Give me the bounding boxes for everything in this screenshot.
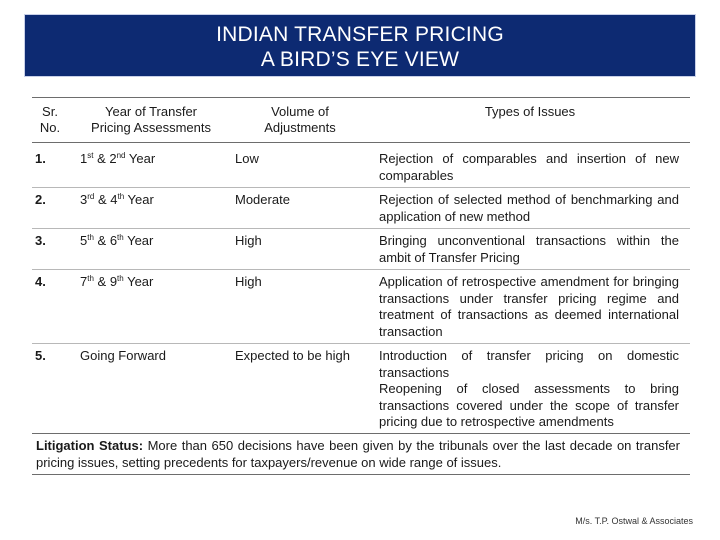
row-year: 5th & 6th Year <box>80 233 154 248</box>
row-year: 3rd & 4th Year <box>80 192 154 207</box>
row-sr-no: 2. <box>35 192 46 207</box>
row-issues: Bringing unconventional transactions wit… <box>379 233 679 265</box>
header-volume: Volume of Adjustments <box>264 104 336 135</box>
row-issues: Introduction of transfer pricing on dome… <box>379 348 679 429</box>
header-year: Year of Transfer Pricing Assessments <box>91 104 211 135</box>
note-bottom-rule <box>32 474 690 475</box>
slide-title-line-2: A BIRD’S EYE VIEW <box>260 48 460 71</box>
litigation-status-note: Litigation Status: More than 650 decisio… <box>36 438 680 471</box>
row-divider <box>32 187 690 188</box>
row-volume: High <box>235 233 262 248</box>
slide-title-line-1: INDIAN TRANSFER PRICING <box>216 23 504 46</box>
row-issues: Rejection of selected method of benchmar… <box>379 192 679 224</box>
row-sr-no: 4. <box>35 274 46 289</box>
row-sr-no: 5. <box>35 348 46 363</box>
row-volume: Moderate <box>235 192 290 207</box>
table-header-rule <box>32 142 690 143</box>
row-divider <box>32 343 690 344</box>
table-bottom-rule <box>32 433 690 434</box>
litigation-text: More than 650 decisions have been given … <box>36 438 680 470</box>
row-year: Going Forward <box>80 348 166 363</box>
row-volume: Expected to be high <box>235 348 350 363</box>
row-year: 7th & 9th Year <box>80 274 154 289</box>
row-issues: Rejection of comparables and insertion o… <box>379 151 679 183</box>
footer-firm-name: M/s. T.P. Ostwal & Associates <box>575 516 693 526</box>
row-sr-no: 1. <box>35 151 46 166</box>
row-year: 1st & 2nd Year <box>80 151 156 166</box>
row-sr-no: 3. <box>35 233 46 248</box>
row-volume: High <box>235 274 262 289</box>
slide-title-banner: INDIAN TRANSFER PRICING A BIRD’S EYE VIE… <box>24 14 696 77</box>
header-sr-no: Sr. No. <box>39 104 61 135</box>
header-issues: Types of Issues <box>484 104 576 119</box>
row-issues: Application of retrospective amendment f… <box>379 274 679 339</box>
row-volume: Low <box>235 151 259 166</box>
row-divider <box>32 228 690 229</box>
litigation-label: Litigation Status: <box>36 438 144 453</box>
table-top-rule <box>32 97 690 98</box>
row-divider <box>32 269 690 270</box>
